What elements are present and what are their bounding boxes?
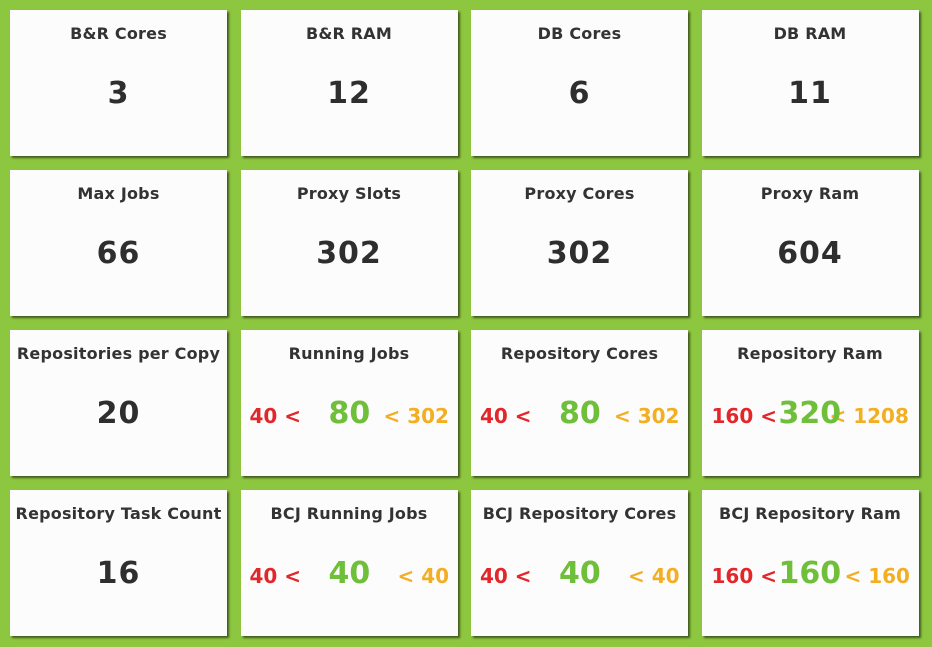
range-max: < 302 [614,404,680,428]
tile-value: 302 [546,236,613,271]
tile-value: 11 [788,76,832,111]
tile-title: BCJ Repository Ram [718,504,901,523]
tile-title: BCJ Repository Cores [482,504,677,523]
tile-br-cores: B&R Cores 3 [10,10,227,156]
tile-title: BCJ Running Jobs [270,504,428,523]
tile-running-jobs: Running Jobs 40 < 80 < 302 [240,330,458,476]
tile-value: 3 [107,76,130,111]
tile-title: Repository Task Count [15,504,222,523]
range-min: 40 < [480,404,532,428]
tile-title: B&R Cores [70,24,167,43]
range-min: 160 < [711,404,777,428]
tile-repository-cores: Repository Cores 40 < 80 < 302 [471,330,688,476]
tile-title: DB Cores [537,24,622,43]
tile-bcj-repository-cores: BCJ Repository Cores 40 < 40 < 40 [471,490,688,636]
tile-value: 66 [96,236,141,271]
range-max: < 40 [628,564,680,588]
range-value: 80 [559,396,601,431]
range-value: 40 [559,556,601,591]
range-max: < 40 [397,564,450,588]
range-min: 40 < [249,404,302,428]
tile-title: Repositories per Copy [16,344,221,363]
tile-bcj-running-jobs: BCJ Running Jobs 40 < 40 < 40 [240,490,458,636]
tile-title: Repository Ram [737,344,883,363]
range-min: 160 < [711,564,777,588]
tile-value: 604 [777,236,843,271]
range-value: 40 [328,556,371,591]
tile-title: DB RAM [773,24,847,43]
range-min: 40 < [249,564,302,588]
tile-proxy-cores: Proxy Cores 302 [471,170,688,316]
range-row: 40 < 80 < 302 [471,396,688,432]
range-min: 40 < [480,564,532,588]
tile-max-jobs: Max Jobs 66 [10,170,227,316]
tile-repositories-per-copy: Repositories per Copy 20 [10,330,227,476]
tile-value: 6 [568,76,591,111]
tile-db-ram: DB RAM 11 [701,10,919,156]
dashboard-grid: B&R Cores 3 B&R RAM 12 DB Cores 6 DB RAM… [10,10,919,636]
range-row: 40 < 80 < 302 [241,396,458,432]
tile-proxy-ram: Proxy Ram 604 [701,170,919,316]
tile-db-cores: DB Cores 6 [471,10,688,156]
range-row: 160 < 160 < 160 [702,556,919,592]
range-max: < 302 [383,404,449,428]
range-value: 320 [778,396,842,431]
tile-repository-task-count: Repository Task Count 16 [10,490,227,636]
range-value: 80 [328,396,371,431]
tile-title: Proxy Cores [524,184,635,203]
tile-value: 16 [96,556,141,591]
tile-proxy-slots: Proxy Slots 302 [240,170,458,316]
range-row: 40 < 40 < 40 [471,556,688,592]
tile-title: B&R RAM [305,24,393,43]
tile-title: Running Jobs [288,344,410,363]
tile-value: 20 [96,396,141,431]
tile-value: 302 [316,236,382,271]
tile-bcj-repository-ram: BCJ Repository Ram 160 < 160 < 160 [701,490,919,636]
tile-title: Max Jobs [77,184,160,203]
tile-br-ram: B&R RAM 12 [240,10,458,156]
tile-title: Repository Cores [500,344,659,363]
tile-title: Proxy Slots [296,184,402,203]
tile-title: Proxy Ram [760,184,860,203]
range-row: 160 < < 1208 320 [702,396,919,432]
tile-repository-ram: Repository Ram 160 < < 1208 320 [701,330,919,476]
range-value: 160 [778,556,842,591]
range-max: < 1208 [829,404,909,428]
range-max: < 160 [844,564,910,588]
range-row: 40 < 40 < 40 [241,556,458,592]
tile-value: 12 [327,76,371,111]
